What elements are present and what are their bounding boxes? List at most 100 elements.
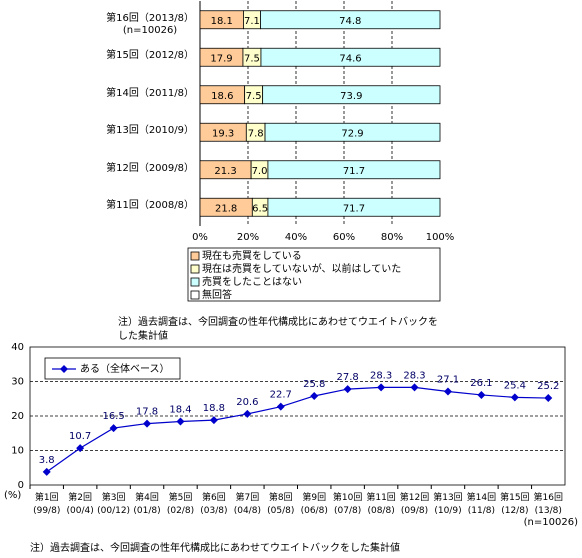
marker bbox=[410, 383, 419, 392]
x-tick-label: 第6回 (03/8) bbox=[200, 493, 228, 516]
y-tick-label: 20 bbox=[11, 411, 24, 422]
bar-segment bbox=[260, 47, 441, 67]
value-label: 71.7 bbox=[343, 203, 365, 214]
legend-box bbox=[44, 357, 181, 380]
y-tick-label: 第12回（2009/8） bbox=[106, 162, 194, 174]
value-label: 18.4 bbox=[169, 405, 191, 416]
value-label: 19.3 bbox=[212, 128, 234, 139]
value-label: 74.6 bbox=[339, 53, 361, 64]
value-label: 18.8 bbox=[203, 403, 225, 414]
value-label: 7.8 bbox=[248, 128, 264, 139]
y-tick-label: 第11回（2008/8） bbox=[106, 200, 194, 212]
marker bbox=[443, 387, 452, 396]
x-tick-label: 100% bbox=[426, 232, 455, 243]
legend-swatch bbox=[190, 290, 200, 300]
value-label: 73.9 bbox=[340, 91, 362, 102]
value-label: 6.5 bbox=[252, 203, 268, 214]
sample-size: (n=10026) bbox=[524, 517, 578, 528]
value-label: 21.3 bbox=[214, 166, 236, 177]
value-label: 10.7 bbox=[69, 431, 91, 442]
marker bbox=[76, 444, 85, 453]
legend-label: ある（全体ベース） bbox=[80, 362, 170, 375]
y-tick-label: 10 bbox=[11, 446, 24, 457]
marker bbox=[343, 385, 352, 394]
value-label: 3.8 bbox=[39, 455, 55, 466]
x-tick-label: 第8回 (05/8) bbox=[267, 493, 295, 516]
value-label: 25.4 bbox=[504, 380, 526, 391]
x-tick-label: 80% bbox=[381, 232, 403, 243]
x-tick-label: 第9回 (06/8) bbox=[300, 493, 328, 516]
marker bbox=[310, 391, 319, 400]
x-tick-label: 20% bbox=[237, 232, 259, 243]
value-label: 7.1 bbox=[244, 16, 260, 27]
value-label: 18.6 bbox=[211, 91, 233, 102]
note: 注）過去調査は、今回調査の性年代構成比にあわせてウエイトバックをした集計値 bbox=[30, 541, 400, 554]
value-label: 7.5 bbox=[246, 91, 262, 102]
marker bbox=[209, 416, 218, 425]
value-label: 74.8 bbox=[339, 16, 361, 27]
x-tick-label: 第14回 (11/8) bbox=[466, 493, 497, 516]
marker bbox=[276, 402, 285, 411]
value-label: 20.6 bbox=[236, 397, 258, 408]
x-tick-label: 第5回 (02/8) bbox=[166, 493, 195, 516]
bar-segment bbox=[260, 10, 441, 30]
x-tick-label: 第13回 (10/9) bbox=[433, 493, 463, 516]
x-tick-label: 第7回 (04/8) bbox=[233, 493, 261, 516]
value-label: 72.9 bbox=[341, 128, 363, 139]
y-tick-label: 第16回（2013/8） (n=10026) bbox=[106, 12, 194, 36]
x-tick-label: 第4回 (01/8) bbox=[133, 493, 161, 516]
bar-segment bbox=[267, 197, 441, 217]
y-tick-label: 第13回（2010/9） bbox=[106, 125, 194, 137]
value-label: 17.8 bbox=[136, 407, 158, 418]
bar-segment bbox=[267, 160, 441, 180]
legend-swatch bbox=[190, 251, 200, 261]
marker bbox=[544, 394, 553, 403]
legend-box bbox=[187, 247, 441, 302]
marker bbox=[477, 390, 486, 399]
x-tick-label: 第15回 (12/8) bbox=[500, 493, 530, 516]
x-tick-label: 第2回 (00/4) bbox=[66, 493, 94, 516]
legend-marker bbox=[60, 365, 68, 373]
marker bbox=[176, 417, 185, 426]
value-label: 27.8 bbox=[337, 372, 359, 383]
marker bbox=[42, 467, 51, 476]
legend-label: 無回答 bbox=[202, 288, 232, 301]
bar-segment bbox=[264, 122, 441, 142]
x-tick-label: 第3回 (00/12) bbox=[97, 493, 131, 516]
value-label: 7.0 bbox=[252, 166, 268, 177]
x-tick-label: 第1回 (99/8) bbox=[33, 493, 61, 516]
marker bbox=[109, 424, 118, 433]
legend-label: 売買をしたことはない bbox=[202, 275, 302, 288]
y-tick-label: 30 bbox=[11, 377, 24, 388]
legend-swatch bbox=[190, 264, 200, 274]
value-label: 71.7 bbox=[343, 166, 365, 177]
value-label: 27.1 bbox=[437, 375, 459, 386]
marker bbox=[377, 383, 386, 392]
y-tick-label: 0 bbox=[18, 480, 24, 491]
value-label: 26.1 bbox=[470, 378, 492, 389]
x-tick-label: 第12回 (09/8) bbox=[399, 493, 430, 516]
value-label: 18.1 bbox=[211, 16, 233, 27]
bar-segment bbox=[262, 85, 441, 105]
y-tick-label: 第14回（2011/8） bbox=[106, 87, 194, 99]
value-label: 25.2 bbox=[537, 381, 559, 392]
y-unit: (%) bbox=[4, 490, 21, 501]
marker bbox=[243, 409, 252, 418]
x-tick-label: 第11回 (08/8) bbox=[366, 493, 396, 516]
value-label: 16.5 bbox=[102, 411, 124, 422]
y-tick-label: 第15回（2012/8） bbox=[106, 50, 194, 62]
marker bbox=[143, 419, 152, 428]
legend-label: 現在も売買をしている bbox=[202, 249, 302, 262]
value-label: 28.3 bbox=[370, 370, 392, 381]
note: 注）過去調査は、今回調査の性年代構成比にあわせてウエイトバックを bbox=[118, 315, 438, 328]
value-label: 17.9 bbox=[210, 53, 232, 64]
y-tick-label: 40 bbox=[11, 342, 24, 353]
x-tick-label: 第10回 (07/8) bbox=[332, 493, 363, 516]
value-label: 22.7 bbox=[270, 390, 292, 401]
legend-swatch bbox=[190, 277, 200, 287]
value-label: 25.8 bbox=[303, 379, 325, 390]
legend-label: 現在は売買をしていないが、以前はしていた bbox=[202, 262, 401, 275]
x-tick-label: 第16回 (13/8) bbox=[533, 493, 563, 516]
